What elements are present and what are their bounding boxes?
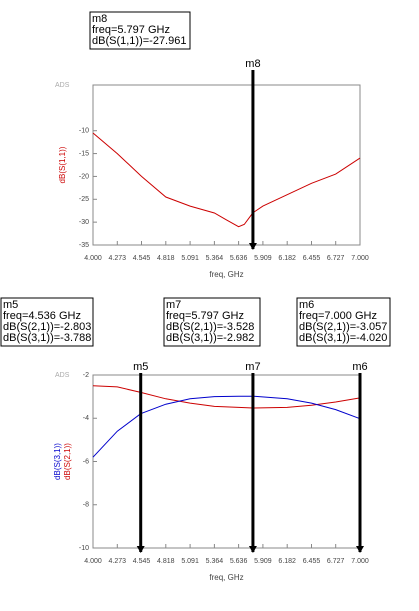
marker-readout: dB(S(1,1))=-27.961: [92, 35, 186, 47]
marker-readout: freq=4.536 GHz: [3, 310, 81, 322]
marker-readout: dB(S(2,1))=-2.803: [3, 321, 91, 333]
marker-label: m7: [245, 361, 260, 373]
y-tick-label: -20: [79, 173, 89, 180]
x-tick-label: 4.545: [133, 558, 151, 565]
marker-readout: dB(S(2,1))=-3.528: [166, 321, 254, 333]
x-tick-label: 5.364: [206, 255, 224, 262]
y-label-part: dB(S(1,1)): [58, 146, 67, 183]
plot-frame: [92, 84, 361, 246]
x-tick-label: 4.545: [133, 255, 151, 262]
x-axis-label: freq, GHz: [209, 270, 243, 279]
y-tick-label: -10: [79, 545, 89, 552]
x-tick-label: 6.182: [278, 558, 296, 565]
marker-readout: freq=5.797 GHz: [92, 24, 170, 36]
marker-box: [0, 297, 94, 347]
marker-box: [89, 11, 191, 50]
x-tick-label: 5.636: [230, 255, 248, 262]
plot-frame: [92, 374, 361, 549]
marker-arrow: [248, 546, 257, 553]
y-tick-label: -25: [79, 196, 89, 203]
y-tick-label: -30: [79, 219, 89, 226]
marker-readout: freq=7.000 GHz: [299, 310, 377, 322]
x-tick-label: 4.818: [157, 558, 175, 565]
x-axis-label: freq, GHz: [209, 573, 243, 582]
x-tick-label: 5.909: [254, 255, 272, 262]
y-tick-label: -35: [79, 242, 89, 249]
brand-label: ADS: [55, 82, 70, 89]
y-tick-label: -4: [83, 415, 89, 422]
marker-box: [296, 297, 391, 347]
y-axis-label: dB(S(1,1)): [58, 146, 67, 183]
x-tick-label: 6.455: [303, 558, 321, 565]
series-line: [92, 132, 361, 228]
x-tick-label: 4.000: [84, 255, 102, 262]
x-tick-label: 6.727: [327, 558, 345, 565]
marker-readout: dB(S(2,1))=-3.057: [299, 321, 387, 333]
marker-readout: dB(S(3,1))=-4.020: [299, 332, 387, 344]
marker-arrow: [136, 546, 145, 553]
marker-box-name: m6: [299, 299, 314, 311]
marker-box: [163, 297, 261, 347]
marker-box-name: m5: [3, 299, 18, 311]
x-tick-label: 7.000: [351, 558, 369, 565]
y-tick-label: -8: [83, 502, 89, 509]
marker-arrow: [248, 243, 257, 250]
x-tick-label: 5.364: [206, 558, 224, 565]
y-tick-label: -2: [83, 372, 89, 379]
marker-readout: freq=5.797 GHz: [166, 310, 244, 322]
y-label-part: dB(S(2,1)): [63, 443, 72, 480]
series-line: [92, 385, 361, 409]
marker-arrow: [356, 546, 364, 553]
marker-label: m5: [133, 361, 148, 373]
brand-label: ADS: [55, 372, 70, 379]
x-tick-label: 5.091: [181, 255, 199, 262]
x-tick-label: 4.000: [84, 558, 102, 565]
x-tick-label: 7.000: [351, 255, 369, 262]
x-tick-label: 6.455: [303, 255, 321, 262]
marker-readout: dB(S(3,1))=-3.788: [3, 332, 91, 344]
marker-label: m6: [352, 361, 367, 373]
x-tick-label: 4.818: [157, 255, 175, 262]
y-label-part: dB(S(3,1)): [53, 443, 62, 480]
x-tick-label: 6.182: [278, 255, 296, 262]
y-tick-label: -15: [79, 150, 89, 157]
y-tick-label: -6: [83, 458, 89, 465]
series-line: [92, 395, 361, 458]
x-tick-label: 5.636: [230, 558, 248, 565]
x-tick-label: 5.091: [181, 558, 199, 565]
x-tick-label: 6.727: [327, 255, 345, 262]
marker-box-name: m7: [166, 299, 181, 311]
x-tick-label: 4.273: [109, 558, 127, 565]
marker-box-name: m8: [92, 13, 107, 25]
x-tick-label: 5.909: [254, 558, 272, 565]
y-tick-label: -10: [79, 128, 89, 135]
y-axis-label: dB(S(3,1))dB(S(2,1)): [53, 443, 72, 480]
x-tick-label: 4.273: [109, 255, 127, 262]
marker-readout: dB(S(3,1))=-2.982: [166, 332, 254, 344]
marker-label: m8: [245, 58, 260, 70]
